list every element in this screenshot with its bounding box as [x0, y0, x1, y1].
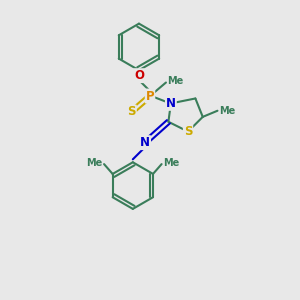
Text: N: N	[140, 136, 150, 149]
Text: Me: Me	[163, 158, 179, 168]
Text: Me: Me	[87, 158, 103, 168]
Text: S: S	[184, 125, 192, 138]
Text: N: N	[166, 97, 176, 110]
Text: O: O	[134, 69, 144, 82]
Text: Me: Me	[219, 106, 235, 116]
Text: S: S	[127, 106, 136, 118]
Text: Me: Me	[167, 76, 183, 86]
Text: P: P	[146, 89, 154, 103]
